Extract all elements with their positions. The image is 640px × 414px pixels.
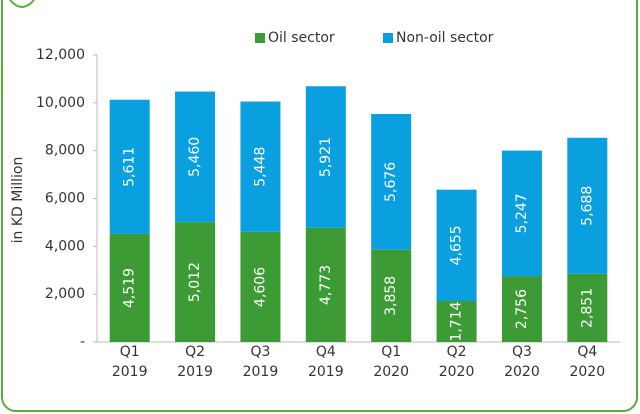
y-tick-label: 6,000 bbox=[45, 191, 85, 207]
value-label: 4,606 bbox=[252, 267, 268, 307]
bar-segment bbox=[371, 113, 412, 250]
bar-segment bbox=[436, 301, 477, 342]
bar-segment bbox=[175, 222, 216, 342]
y-tick-label: 10,000 bbox=[36, 95, 85, 111]
bar-segment bbox=[240, 231, 281, 342]
y-axis-label: in KD Million bbox=[10, 157, 26, 244]
bar-segment bbox=[109, 233, 150, 342]
legend-label: Non-oil sector bbox=[396, 30, 494, 46]
value-label: 5,676 bbox=[383, 162, 399, 202]
x-tick-label-line: Q2 bbox=[447, 344, 467, 360]
x-tick-label-line: 2019 bbox=[112, 364, 148, 380]
x-tick-label-line: Q1 bbox=[120, 344, 140, 360]
value-label: 1,714 bbox=[449, 301, 465, 341]
value-label: 5,448 bbox=[252, 147, 268, 187]
x-tick-label: Q1 2019 bbox=[112, 344, 148, 380]
value-label: 4,519 bbox=[122, 268, 138, 308]
value-label: 5,247 bbox=[514, 193, 530, 233]
y-tick-label: 12,000 bbox=[36, 47, 85, 63]
y-tick-label: 8,000 bbox=[45, 143, 85, 159]
value-label: 4,773 bbox=[318, 265, 334, 305]
x-tick-label-line: 2020 bbox=[569, 364, 605, 380]
x-tick-label-line: Q4 bbox=[316, 344, 336, 360]
y-tick-label: 4,000 bbox=[45, 238, 85, 254]
x-tick-label-line: Q1 bbox=[381, 344, 401, 360]
x-tick-label-line: 2020 bbox=[504, 364, 540, 380]
bar-segment bbox=[567, 137, 608, 274]
value-label: 5,460 bbox=[187, 137, 203, 177]
bar-segment bbox=[501, 276, 542, 342]
value-label: 5,921 bbox=[318, 137, 334, 177]
legend-swatch bbox=[383, 33, 393, 43]
legend-swatch bbox=[255, 33, 265, 43]
x-tick-label-line: Q4 bbox=[577, 344, 597, 360]
x-tick-label: Q2 2019 bbox=[177, 344, 213, 380]
bar-segment bbox=[240, 101, 281, 232]
legend-label: Oil sector bbox=[268, 30, 335, 46]
x-tick-label: Q3 2019 bbox=[243, 344, 279, 380]
value-label: 2,756 bbox=[514, 289, 530, 329]
value-label: 4,655 bbox=[449, 225, 465, 265]
value-label: 5,012 bbox=[187, 262, 203, 302]
bar-segment bbox=[567, 273, 608, 342]
x-tick-label-line: 2019 bbox=[243, 364, 279, 380]
x-tick-label-line: Q3 bbox=[512, 344, 532, 360]
x-tick-label: Q4 2019 bbox=[308, 344, 344, 380]
bar-segment bbox=[305, 227, 346, 342]
value-label: 5,611 bbox=[122, 147, 138, 187]
x-tick-label-line: Q3 bbox=[250, 344, 270, 360]
value-label: 5,688 bbox=[579, 186, 595, 226]
y-tick-label: 2,000 bbox=[45, 286, 85, 302]
bar-segment bbox=[305, 86, 346, 228]
y-tick-label: - bbox=[80, 334, 85, 350]
x-tick-label-line: 2020 bbox=[373, 364, 409, 380]
x-tick-label-line: 2020 bbox=[439, 364, 475, 380]
x-tick-label: Q3 2020 bbox=[504, 344, 540, 380]
x-tick-label: Q4 2020 bbox=[569, 344, 605, 380]
x-tick-label-line: Q2 bbox=[185, 344, 205, 360]
icon bbox=[9, 0, 35, 8]
x-tick-label-line: 2019 bbox=[177, 364, 213, 380]
bar-segment bbox=[436, 189, 477, 302]
x-tick-label: Q1 2020 bbox=[373, 344, 409, 380]
value-label: 3,858 bbox=[383, 276, 399, 316]
bar-segment bbox=[501, 150, 542, 277]
bar-segment bbox=[175, 91, 216, 223]
bar-segment bbox=[109, 99, 150, 234]
value-label: 2,851 bbox=[579, 288, 595, 328]
bar-segment bbox=[371, 249, 412, 342]
x-tick-label: Q2 2020 bbox=[439, 344, 475, 380]
x-tick-label-line: 2019 bbox=[308, 364, 344, 380]
